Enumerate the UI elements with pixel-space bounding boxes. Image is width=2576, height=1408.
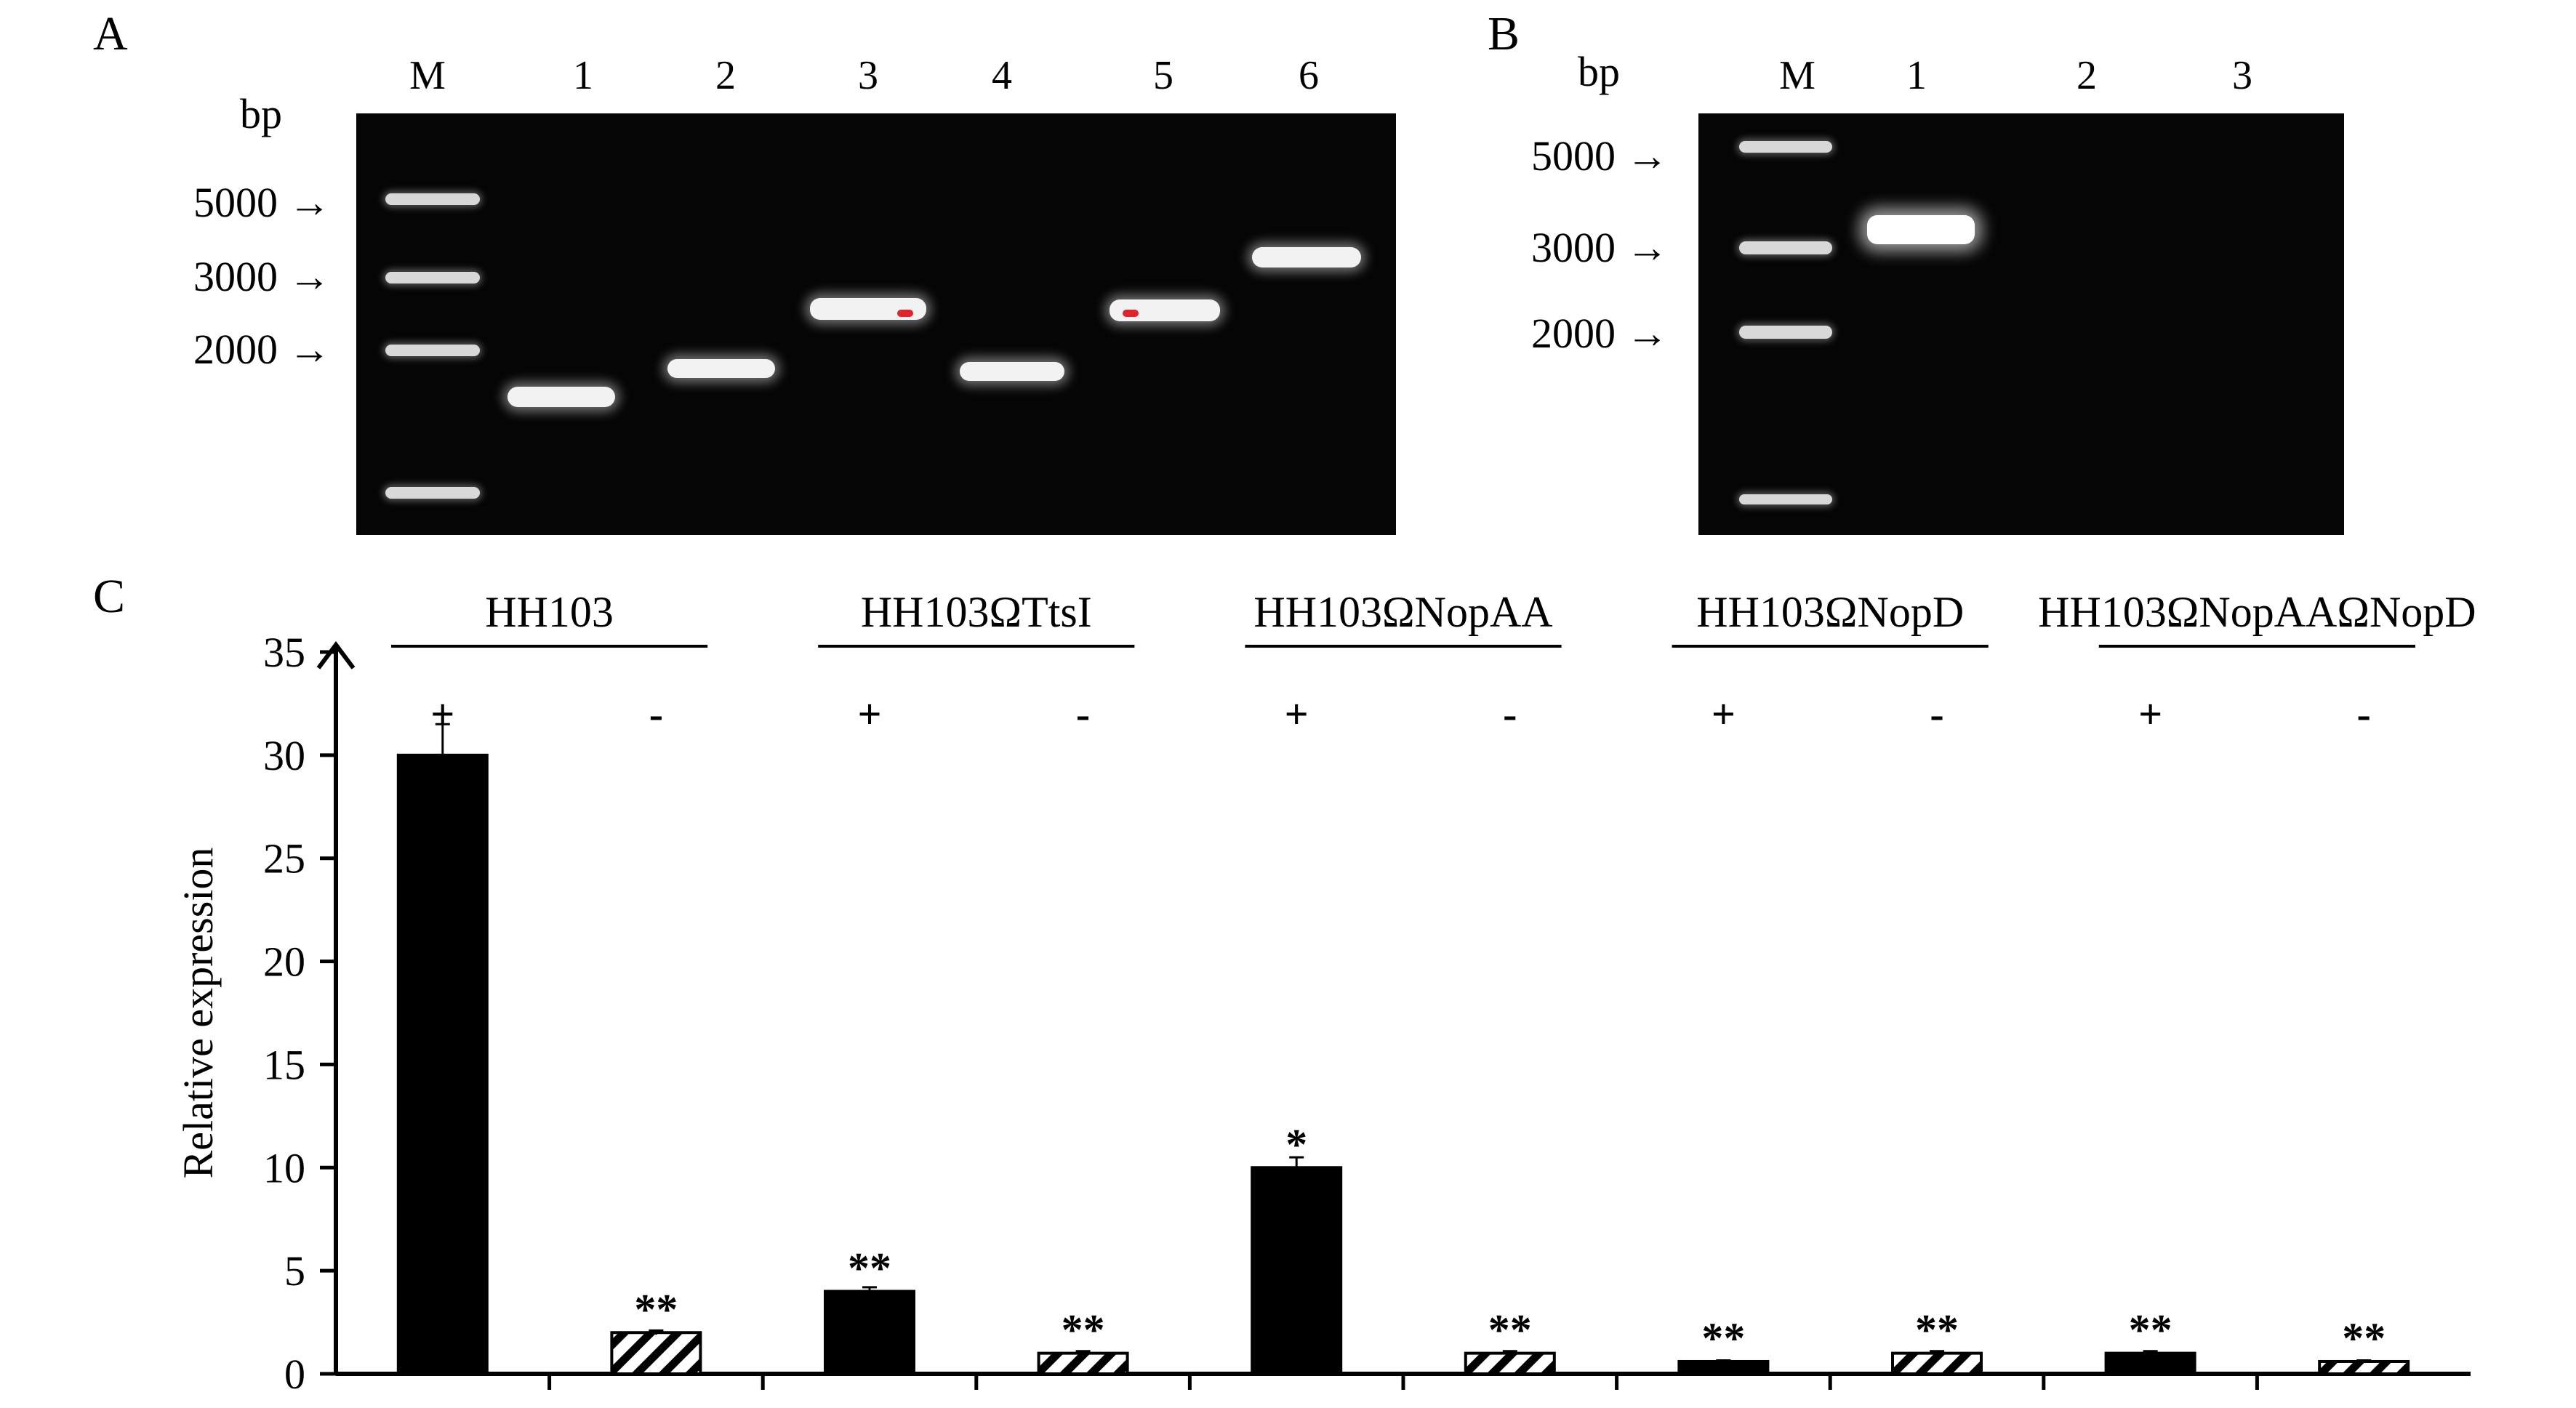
panel-b-marker-2000: 2000 → bbox=[1531, 310, 1669, 357]
y-tick-label: 15 bbox=[263, 1041, 305, 1088]
panel-a-lane-1-band bbox=[507, 387, 615, 407]
bar-solid bbox=[1251, 1166, 1343, 1376]
bar-hatched bbox=[1464, 1351, 1556, 1375]
panel-a-lane-2: 2 bbox=[715, 53, 736, 98]
panel-a-lane-5-saturation-dot bbox=[1123, 310, 1139, 317]
panel-a-lane-5: 5 bbox=[1153, 53, 1173, 98]
panel-a-bp-label: bp bbox=[240, 90, 282, 137]
arrow-right-icon: → bbox=[288, 326, 331, 373]
panel-a-lane-2-band bbox=[667, 359, 775, 378]
panel-b-ladder-band bbox=[1739, 494, 1832, 504]
bar-hatched bbox=[610, 1331, 702, 1376]
treatment-sign: + bbox=[857, 691, 881, 738]
y-tick-label: 20 bbox=[263, 938, 305, 986]
treatment-sign: + bbox=[1712, 691, 1736, 738]
treatment-sign: + bbox=[430, 691, 454, 738]
y-axis-arrow-icon bbox=[316, 641, 356, 669]
arrow-right-icon: → bbox=[288, 179, 331, 226]
treatment-sign: - bbox=[1503, 691, 1517, 738]
significance-label: ** bbox=[2342, 1314, 2386, 1362]
panel-b-letter: B bbox=[1488, 7, 1520, 60]
group-label: HH103ΩNopAAΩNopD bbox=[2038, 588, 2476, 636]
arrow-right-icon: → bbox=[288, 253, 331, 300]
panel-a-lane-m: M bbox=[409, 53, 446, 98]
panel-a-ladder-band bbox=[385, 487, 480, 499]
bar-hatched bbox=[1037, 1351, 1129, 1375]
panel-c-letter: C bbox=[93, 570, 126, 623]
panel-b-ladder-band bbox=[1739, 241, 1832, 254]
panel-b-marker-5000: 5000 → bbox=[1531, 132, 1669, 180]
panel-b-marker-3000: 3000 → bbox=[1531, 224, 1669, 271]
treatment-sign: - bbox=[1076, 691, 1090, 738]
panel-a-gel-image bbox=[356, 113, 1396, 535]
bar-solid bbox=[1677, 1359, 1770, 1376]
bar-solid bbox=[396, 753, 489, 1376]
panel-a-ladder-band bbox=[385, 272, 480, 283]
panel-a-lane-6-band bbox=[1252, 247, 1361, 267]
panel-a-lane-4: 4 bbox=[992, 53, 1012, 98]
significance-label: ** bbox=[2129, 1306, 2172, 1354]
treatment-sign: - bbox=[1930, 691, 1943, 738]
panel-b-lane-3: 3 bbox=[2232, 53, 2252, 98]
significance-label: ** bbox=[1488, 1306, 1532, 1354]
panel-a-marker-2000: 2000 → bbox=[193, 326, 331, 373]
group-label: HH103 bbox=[485, 588, 614, 636]
panel-b-gel-image bbox=[1698, 113, 2344, 535]
panel-b-lane-2: 2 bbox=[2077, 53, 2097, 98]
y-tick-label: 25 bbox=[263, 835, 305, 882]
panel-b-ladder-band bbox=[1739, 326, 1832, 339]
significance-label: ** bbox=[1701, 1314, 1745, 1362]
treatment-sign: - bbox=[649, 691, 663, 738]
bar-hatched bbox=[1891, 1351, 1983, 1375]
panel-a-marker-3000: 3000 → bbox=[193, 253, 331, 300]
significance-label: ** bbox=[848, 1244, 891, 1292]
bar-solid bbox=[824, 1290, 915, 1375]
group-label: HH103ΩNopD bbox=[1696, 588, 1964, 636]
significance-label: ** bbox=[634, 1285, 678, 1333]
panel-b-lane-m: M bbox=[1779, 53, 1815, 98]
panel-a-ladder-band bbox=[385, 345, 480, 356]
significance-label: ** bbox=[1915, 1306, 1959, 1354]
group-label: HH103ΩNopAA bbox=[1253, 588, 1552, 636]
significance-label: * bbox=[1285, 1120, 1307, 1168]
arrow-right-icon: → bbox=[1626, 132, 1669, 180]
y-tick-label: 35 bbox=[263, 629, 305, 676]
panel-a-lane-1: 1 bbox=[573, 53, 593, 98]
y-tick-label: 0 bbox=[284, 1351, 305, 1398]
panel-b-lane-1-band bbox=[1867, 215, 1975, 244]
bar-solid bbox=[2104, 1351, 2196, 1375]
significance-label: ** bbox=[1062, 1306, 1105, 1354]
arrow-right-icon: → bbox=[1626, 310, 1669, 357]
y-tick-label: 5 bbox=[284, 1247, 305, 1295]
y-tick-label: 10 bbox=[263, 1144, 305, 1191]
y-tick-label: 30 bbox=[263, 732, 305, 779]
treatment-sign: + bbox=[2138, 691, 2162, 738]
arrow-right-icon: → bbox=[1626, 224, 1669, 271]
panel-b-ladder-band bbox=[1739, 141, 1832, 153]
group-label: HH103ΩTtsI bbox=[861, 588, 1092, 636]
panel-a-lane-3: 3 bbox=[858, 53, 878, 98]
panel-a-ladder-band bbox=[385, 193, 480, 205]
panel-b-bp-label: bp bbox=[1578, 48, 1620, 95]
treatment-sign: - bbox=[2357, 691, 2371, 738]
panel-b-lane-1: 1 bbox=[1906, 53, 1927, 98]
bar-hatched bbox=[2318, 1359, 2410, 1376]
y-axis-title: Relative expression bbox=[174, 848, 222, 1179]
panel-a-lane-6: 6 bbox=[1299, 53, 1319, 98]
treatment-sign: + bbox=[1285, 691, 1309, 738]
panel-a-lane-3-saturation-dot bbox=[897, 310, 913, 317]
panel-a-lane-4-band bbox=[960, 362, 1064, 381]
panel-a-marker-5000: 5000 → bbox=[193, 179, 331, 226]
panel-a-letter: A bbox=[93, 7, 128, 60]
